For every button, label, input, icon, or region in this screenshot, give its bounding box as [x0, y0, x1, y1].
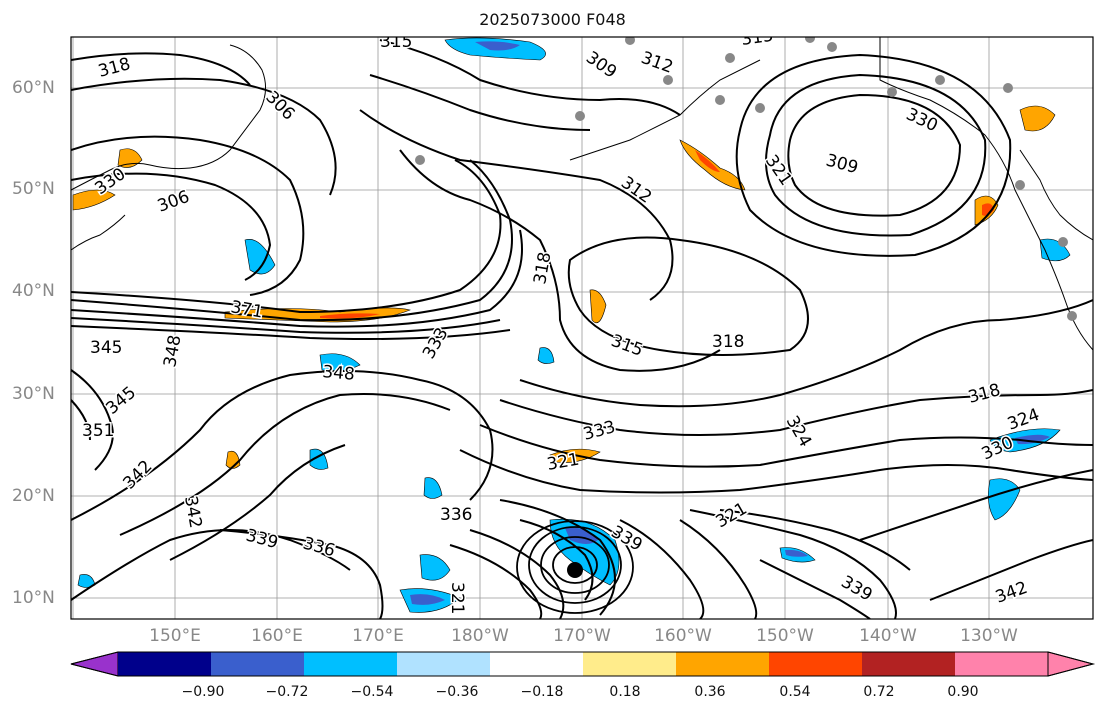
contour-label: 315: [380, 32, 412, 52]
colorbar-swatch: [118, 652, 212, 676]
shade-blob: [320, 313, 380, 319]
lat-label: 10°N: [12, 588, 55, 608]
tropical-cyclone-center-marker: [567, 562, 583, 578]
shade-blob: [475, 41, 520, 51]
shade-blob: [1019, 105, 1056, 132]
colorbar-swatch: [304, 652, 398, 676]
contour-label: 318: [712, 332, 744, 352]
coastlines: [71, 37, 1093, 351]
contour-label: 321: [545, 450, 580, 475]
shade-blob: [419, 554, 451, 581]
colorbar-swatch: [397, 652, 491, 676]
colorbar-swatch: [583, 652, 677, 676]
contour-label: 312: [638, 48, 675, 78]
contour-label: 306: [155, 187, 192, 217]
shade-blob: [785, 549, 808, 557]
colorbar-extend-max: [1047, 651, 1095, 677]
colorbar-tick-label: −0.36: [435, 684, 479, 700]
colorbar-tick-label: 0.72: [863, 684, 895, 700]
contour-label: 318: [530, 250, 555, 285]
contour-label: 348: [322, 362, 356, 385]
colorbar-outline: [70, 651, 1095, 677]
lon-label: 180°W: [451, 626, 509, 646]
contour-label: 318: [96, 54, 133, 82]
lon-label: 140°W: [859, 626, 917, 646]
contour-label: 318: [966, 380, 1003, 408]
station-markers: [415, 37, 1077, 321]
lat-label: 20°N: [12, 486, 55, 506]
lat-label: 30°N: [12, 384, 55, 404]
shade-blob: [589, 289, 607, 324]
colorbar-swatch: [955, 652, 1049, 676]
colorbar-swatch: [676, 652, 770, 676]
colorbar-tick-label: −0.18: [520, 684, 564, 700]
contour-label: 371: [229, 297, 264, 322]
colorbar-swatch: [862, 652, 956, 676]
colorbar: [70, 651, 1095, 677]
map-title: 2025073000 F048: [479, 10, 626, 29]
contour-label: 315: [740, 26, 775, 50]
contour-label: 309: [824, 151, 861, 179]
contour-label: 306: [261, 87, 298, 124]
lon-label: 170°W: [553, 626, 611, 646]
contour-label: 342: [993, 578, 1030, 608]
theta-contours: [71, 39, 1093, 619]
shade-blob: [117, 148, 143, 168]
lat-label: 60°N: [12, 78, 55, 98]
colorbar-tick-label: 0.36: [694, 684, 726, 700]
shaded-anomaly-regions: [72, 37, 1071, 613]
colorbar-tick-label: −0.54: [350, 684, 394, 700]
contour-label: 330: [903, 104, 941, 136]
storm-contours: [516, 520, 634, 614]
contour-label: 321: [447, 582, 467, 614]
lon-label: 150°E: [149, 626, 201, 646]
shade-blob: [410, 594, 445, 605]
contour-label: 351: [82, 421, 114, 441]
colorbar-tick-label: 0.54: [779, 684, 811, 700]
contour-label: 315: [608, 331, 645, 361]
shade-blob: [423, 477, 443, 499]
contour-label: 309: [582, 48, 620, 83]
lon-label: 130°W: [960, 626, 1018, 646]
lon-label: 170°E: [352, 626, 404, 646]
lon-label: 150°W: [756, 626, 814, 646]
colorbar-swatch: [769, 652, 863, 676]
contour-label: 324: [782, 413, 816, 451]
lat-label: 40°N: [12, 281, 55, 301]
shade-blob: [982, 203, 994, 216]
lon-label: 160°E: [251, 626, 303, 646]
shade-blob: [695, 150, 720, 172]
colorbar-swatch: [490, 652, 584, 676]
map-frame: [70, 36, 1094, 620]
colorbar-tick-label: −0.90: [181, 684, 225, 700]
contour-label: 336: [301, 534, 338, 562]
contour-label: 312: [617, 173, 655, 208]
shade-blob: [72, 189, 116, 211]
colorbar-tick-label: 0.90: [947, 684, 979, 700]
contour-label: 342: [119, 456, 156, 493]
colorbar-swatch: [211, 652, 305, 676]
colorbar-tick-label: 0.18: [609, 684, 641, 700]
lon-label: 160°W: [654, 626, 712, 646]
colorbar-extend-min: [70, 651, 119, 677]
shade-blob: [988, 478, 1021, 521]
contour-label: 321: [713, 499, 751, 533]
shade-blob: [537, 347, 555, 364]
contour-label: 336: [440, 505, 472, 525]
contour-label: 342: [180, 494, 205, 529]
contour-label: 345: [90, 338, 122, 358]
lat-label: 50°N: [12, 179, 55, 199]
contour-label: 339: [838, 572, 876, 606]
contour-label: 348: [160, 333, 185, 368]
contour-label: 333: [581, 417, 618, 445]
shade-blob: [1015, 434, 1050, 445]
contour-label: 339: [244, 526, 281, 554]
colorbar-tick-label: −0.72: [265, 684, 309, 700]
